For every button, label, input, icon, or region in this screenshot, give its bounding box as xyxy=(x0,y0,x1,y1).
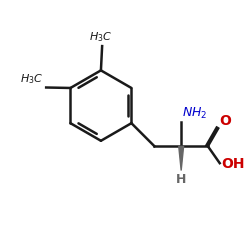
Text: $H_3C$: $H_3C$ xyxy=(89,30,112,44)
Text: O: O xyxy=(220,114,231,128)
Text: OH: OH xyxy=(221,157,244,171)
Polygon shape xyxy=(179,146,184,171)
Text: H: H xyxy=(176,174,186,186)
Text: $NH_2$: $NH_2$ xyxy=(182,106,208,121)
Text: $H_3C$: $H_3C$ xyxy=(20,72,43,86)
